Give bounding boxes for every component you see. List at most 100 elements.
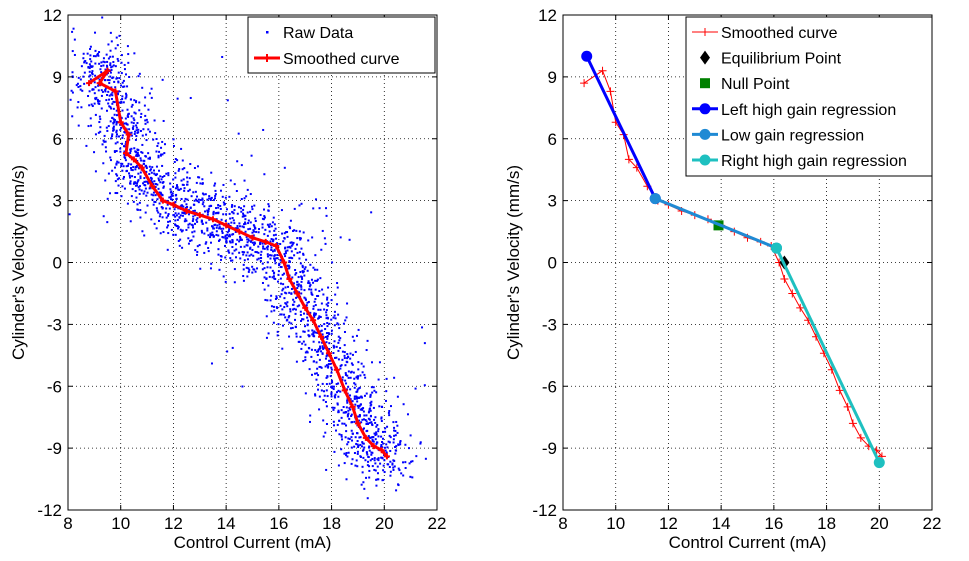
raw-data-point — [169, 198, 172, 201]
raw-data-point — [172, 214, 175, 217]
data-point — [223, 222, 230, 229]
raw-data-point — [400, 472, 403, 475]
legend-marker — [266, 31, 269, 34]
raw-data-point — [310, 348, 313, 351]
raw-data-point — [104, 146, 107, 149]
raw-data-point — [197, 176, 200, 179]
raw-data-point — [359, 403, 362, 406]
raw-data-point — [308, 285, 311, 288]
raw-data-point — [254, 250, 257, 253]
raw-data-point — [187, 237, 190, 240]
raw-data-point — [317, 348, 320, 351]
raw-data-point — [402, 474, 405, 477]
raw-data-point — [167, 220, 170, 223]
raw-data-point — [107, 172, 110, 175]
raw-data-point — [121, 109, 124, 112]
raw-data-point — [366, 453, 369, 456]
raw-data-point — [193, 203, 196, 206]
raw-data-point — [83, 82, 86, 85]
raw-data-point — [393, 429, 396, 432]
raw-data-point — [175, 197, 178, 200]
raw-data-point — [150, 171, 153, 174]
raw-data-point — [330, 393, 333, 396]
raw-data-point — [114, 65, 117, 68]
raw-data-point — [136, 155, 139, 158]
raw-data-point — [146, 121, 149, 124]
raw-data-point — [315, 361, 318, 364]
raw-data-point — [134, 181, 137, 184]
raw-data-point — [419, 441, 422, 444]
raw-data-point — [145, 167, 148, 170]
raw-data-point — [243, 223, 246, 226]
raw-data-point — [345, 478, 348, 481]
raw-data-point — [225, 213, 228, 216]
raw-data-point — [206, 209, 209, 212]
raw-data-point — [301, 264, 304, 267]
raw-data-point — [284, 247, 287, 250]
raw-data-point — [167, 214, 170, 217]
raw-data-point — [149, 168, 152, 171]
raw-data-point — [145, 180, 148, 183]
raw-data-point — [374, 438, 377, 441]
raw-data-point — [303, 296, 306, 299]
raw-data-point — [249, 246, 252, 249]
raw-data-point — [135, 164, 138, 167]
raw-data-point — [276, 330, 279, 333]
raw-data-point — [316, 278, 319, 281]
raw-data-point — [226, 231, 229, 234]
raw-data-point — [349, 352, 352, 355]
raw-data-point — [131, 175, 134, 178]
raw-data-point — [252, 234, 255, 237]
raw-data-point — [385, 443, 388, 446]
raw-data-point — [289, 310, 292, 313]
raw-data-point — [212, 211, 215, 214]
raw-data-point — [273, 258, 276, 261]
raw-data-point — [321, 333, 324, 336]
raw-data-point — [136, 122, 139, 125]
raw-data-point — [302, 340, 305, 343]
raw-data-point — [134, 168, 137, 171]
raw-data-point — [327, 365, 330, 368]
raw-data-point — [345, 316, 348, 319]
raw-data-point — [348, 438, 351, 441]
raw-data-point — [148, 156, 151, 159]
raw-data-point — [144, 164, 147, 167]
raw-data-point — [203, 232, 206, 235]
raw-data-point — [324, 242, 327, 245]
data-point — [170, 201, 177, 208]
raw-data-point — [274, 277, 277, 280]
raw-data-point — [183, 211, 186, 214]
raw-data-point — [346, 414, 349, 417]
raw-data-point — [307, 319, 310, 322]
raw-data-point — [251, 271, 254, 274]
raw-data-point — [236, 238, 239, 241]
raw-data-point — [162, 231, 165, 234]
raw-data-point — [179, 238, 182, 241]
raw-data-point — [325, 364, 328, 367]
raw-data-point — [316, 294, 319, 297]
raw-data-point — [368, 418, 371, 421]
raw-data-point — [298, 251, 301, 254]
raw-data-point — [337, 389, 340, 392]
raw-data-point — [242, 214, 245, 217]
raw-data-point — [376, 424, 379, 427]
raw-data-point — [283, 313, 286, 316]
raw-data-point — [372, 406, 375, 409]
raw-data-point — [284, 316, 287, 319]
raw-data-point — [336, 402, 339, 405]
raw-data-point — [299, 238, 302, 241]
raw-data-point — [263, 276, 266, 279]
raw-data-point — [371, 361, 374, 364]
raw-data-point — [312, 305, 315, 308]
raw-data-point — [343, 357, 346, 360]
raw-data-point — [240, 210, 243, 213]
raw-data-point — [377, 430, 380, 433]
raw-data-point — [192, 218, 195, 221]
raw-data-point — [363, 394, 366, 397]
raw-data-point — [300, 276, 303, 279]
y-tick-label: 0 — [53, 254, 62, 273]
raw-data-point — [303, 330, 306, 333]
raw-data-point — [326, 304, 329, 307]
raw-data-point — [102, 215, 105, 218]
raw-data-point — [210, 262, 213, 265]
